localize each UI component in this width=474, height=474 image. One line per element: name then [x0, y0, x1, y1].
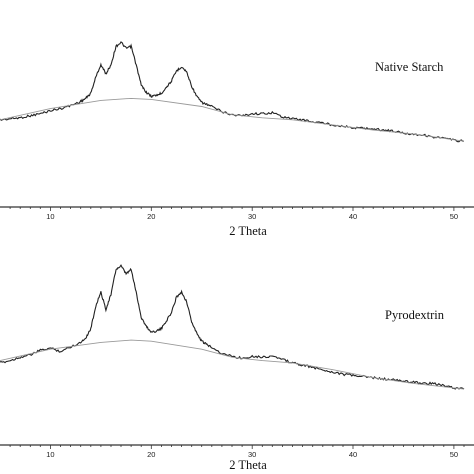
x-axis-title: 2 Theta: [229, 458, 267, 472]
curves-native-starch: [0, 41, 465, 143]
panel-pyrodextrin: Pyrodextrin 10 20 30 40 50 2 Theta: [0, 264, 474, 472]
x-axis-title: 2 Theta: [229, 224, 267, 238]
series-label-pyrodextrin: Pyrodextrin: [385, 308, 445, 322]
x-tick-label: 40: [349, 212, 357, 221]
amorphous-baseline: [0, 339, 465, 390]
series-label-native-starch: Native Starch: [375, 60, 444, 74]
x-tick-label: 40: [349, 450, 357, 459]
x-ticks: 10 20 30 40 50: [9, 207, 465, 221]
x-tick-label: 50: [450, 212, 458, 221]
x-tick-label: 50: [450, 450, 458, 459]
x-tick-label: 30: [248, 212, 256, 221]
panel-native-starch: Native Starch 10 20 30 40 50 2 Theta: [0, 41, 474, 238]
amorphous-baseline: [0, 97, 465, 142]
x-tick-label: 20: [147, 450, 155, 459]
x-tick-label: 10: [46, 212, 54, 221]
x-tick-label: 20: [147, 212, 155, 221]
x-tick-label: 10: [46, 450, 54, 459]
x-ticks: 10 20 30 40 50: [9, 445, 465, 459]
diffraction-trace: [0, 264, 465, 390]
diffraction-trace: [0, 41, 464, 143]
x-tick-label: 30: [248, 450, 256, 459]
curves-pyrodextrin: [0, 264, 465, 390]
